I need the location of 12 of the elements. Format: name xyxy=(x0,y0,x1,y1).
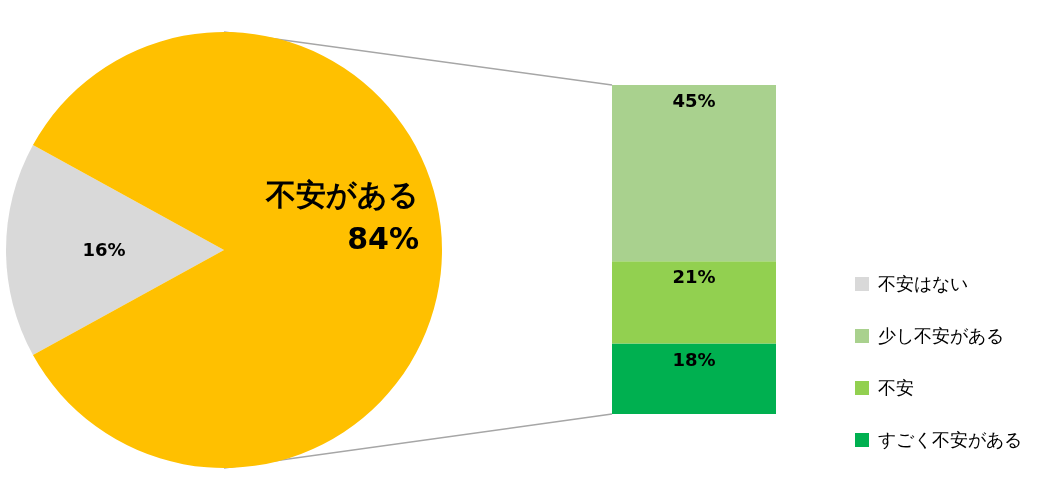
legend-label: 不安 xyxy=(878,377,914,399)
pie-slice xyxy=(32,32,442,468)
slice-label: 不安がある xyxy=(265,177,419,212)
legend-label: すごく不安がある xyxy=(878,429,1022,451)
data-label: 45% xyxy=(672,90,716,111)
data-label: 21% xyxy=(672,266,716,288)
pie-slice xyxy=(6,144,224,356)
data-label: 18% xyxy=(672,348,716,370)
data-label: 16% xyxy=(82,239,126,261)
legend-label: 少し不安がある xyxy=(878,325,1004,347)
data-label: 84% xyxy=(347,221,419,256)
legend-label: 不安はない xyxy=(878,273,968,295)
